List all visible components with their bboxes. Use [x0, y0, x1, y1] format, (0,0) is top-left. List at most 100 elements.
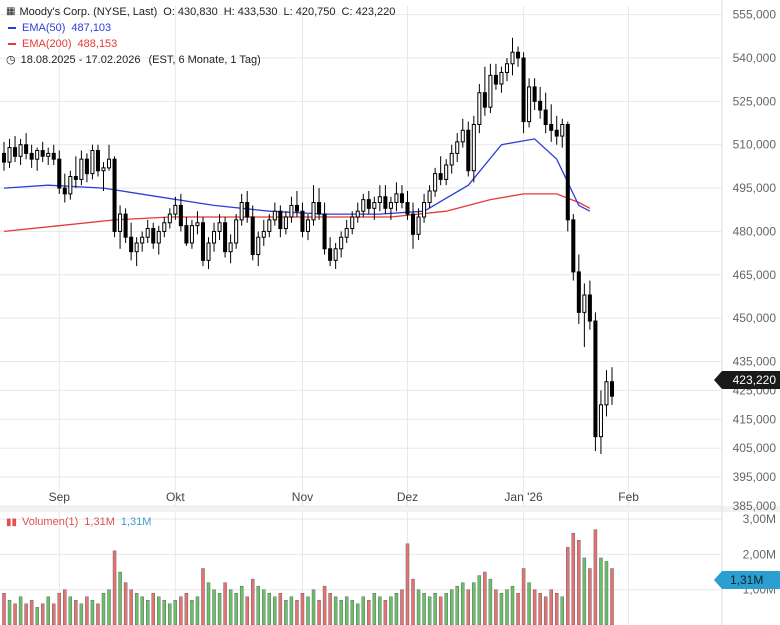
candle-body	[29, 152, 34, 160]
candle-body	[35, 150, 40, 160]
candle	[51, 144, 56, 165]
candle-body	[79, 158, 84, 180]
candle-body	[571, 219, 576, 273]
candle-body	[300, 210, 305, 232]
candle-body	[256, 236, 261, 256]
candle	[18, 138, 23, 165]
volume-bar	[162, 600, 167, 625]
volume-legend: ▮▮ Volumen(1) 1,31M 1,31M	[6, 516, 151, 528]
volume-bar	[588, 568, 592, 625]
candle	[134, 237, 139, 267]
candle	[112, 156, 117, 238]
close-value: C: 423,220	[341, 6, 396, 18]
volume-bar	[90, 600, 95, 625]
ema50-legend[interactable]: EMA(50) 487,103	[6, 20, 401, 36]
candle-body	[101, 167, 106, 172]
candle-body	[416, 216, 421, 235]
candle-body	[433, 173, 438, 192]
candle	[538, 86, 543, 119]
candle-body	[388, 202, 393, 209]
candle	[267, 214, 272, 238]
volume-bar	[46, 596, 50, 625]
candle	[471, 115, 476, 183]
candle-body	[212, 230, 217, 244]
candle	[151, 222, 156, 249]
candle	[322, 202, 327, 255]
chart-legend: ▦ Moody's Corp. (NYSE, Last) O: 430,830 …	[6, 4, 401, 68]
price-axis: 555,000 540,000 525,000 510,000 495,000 480,0…	[733, 8, 777, 513]
candle	[339, 231, 344, 258]
candle	[68, 170, 73, 200]
volume-bar	[251, 578, 255, 625]
candle-body	[24, 144, 29, 154]
candle-body	[112, 158, 117, 232]
candle	[372, 196, 377, 220]
candle-body	[466, 129, 471, 172]
volume-bar	[466, 589, 471, 625]
candle-body	[162, 222, 167, 232]
candle-body	[239, 202, 244, 221]
volume-value-2: 1,31M	[120, 516, 152, 528]
volume-bar	[101, 593, 106, 625]
y-tick-label: 465,000	[733, 268, 777, 282]
volume-bar	[57, 593, 61, 625]
candle	[438, 156, 443, 186]
candle-body	[383, 196, 388, 209]
candle-body	[289, 204, 294, 218]
volume-bar	[173, 600, 178, 625]
candle	[383, 185, 388, 215]
candle	[350, 211, 355, 235]
candle	[145, 219, 150, 243]
candle-body	[151, 228, 156, 244]
candle	[488, 63, 493, 113]
candle-body	[527, 86, 532, 123]
candle-body	[173, 204, 178, 215]
date-range: 18.08.2025 - 17.02.2026	[20, 54, 141, 66]
candle-body	[167, 213, 172, 224]
volume-bar	[483, 571, 487, 625]
candle	[527, 78, 532, 128]
volume-bar	[123, 582, 128, 625]
volume-bar	[361, 596, 365, 625]
volume-bar	[35, 607, 39, 625]
candle-body	[57, 158, 62, 189]
volume-bar	[394, 593, 399, 625]
volume-bar	[532, 589, 537, 625]
volume-bar	[438, 596, 443, 625]
candle	[118, 205, 123, 249]
candle-body	[477, 92, 482, 125]
candle-body	[156, 230, 161, 244]
y-tick-label: 395,000	[733, 470, 777, 484]
candle-body	[422, 202, 427, 218]
candle	[223, 216, 228, 258]
volume-bar	[278, 593, 283, 625]
volume-bar	[239, 585, 244, 625]
candle-body	[84, 158, 89, 175]
candle-body	[543, 109, 548, 125]
candle-body	[460, 129, 465, 143]
volume-bar	[499, 593, 504, 625]
candle	[433, 167, 438, 197]
candle-body	[267, 219, 272, 232]
candle	[571, 214, 576, 281]
volume-bar	[433, 593, 437, 625]
candle	[543, 92, 548, 134]
candle-body	[178, 204, 183, 227]
candle	[366, 190, 371, 215]
volume-bar	[461, 582, 465, 625]
volume-bar	[566, 547, 570, 625]
x-tick-label: Nov	[292, 490, 313, 504]
candle	[399, 185, 404, 209]
volume-bar	[538, 593, 542, 625]
candle	[333, 242, 338, 270]
candle	[228, 234, 233, 264]
ema200-legend[interactable]: EMA(200) 488,153	[6, 36, 401, 52]
candle-body	[444, 164, 449, 180]
candle-body	[565, 123, 570, 221]
volume-bar	[13, 603, 17, 625]
candle	[212, 222, 217, 252]
candle-body	[593, 320, 598, 438]
candle-body	[234, 219, 239, 244]
candle	[587, 280, 592, 330]
